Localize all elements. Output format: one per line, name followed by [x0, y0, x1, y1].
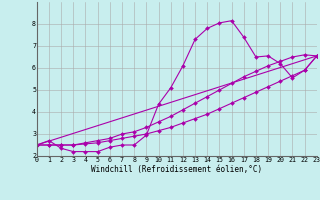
X-axis label: Windchill (Refroidissement éolien,°C): Windchill (Refroidissement éolien,°C)	[91, 165, 262, 174]
